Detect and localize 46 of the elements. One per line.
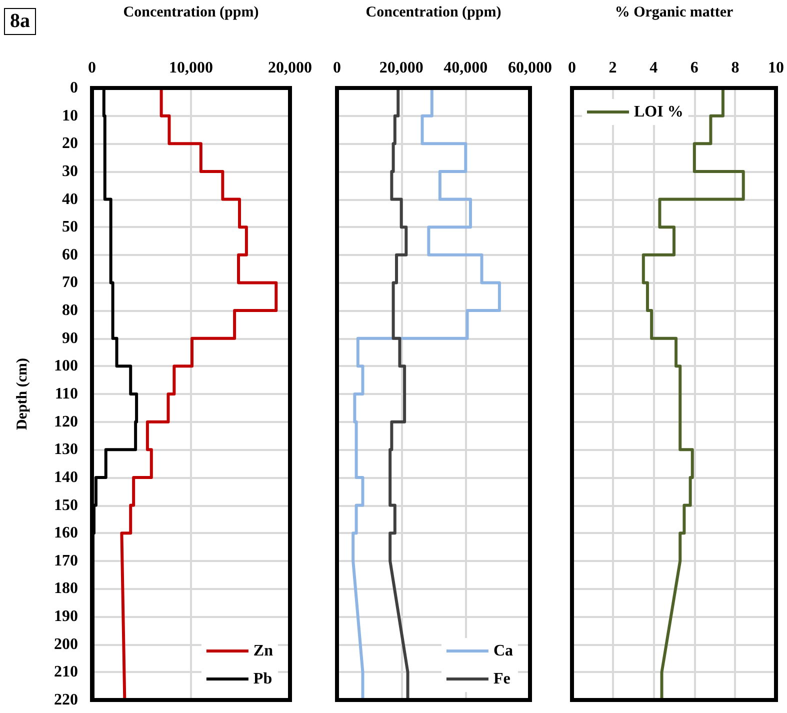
x-tick-label: 10,000 xyxy=(169,60,213,76)
x-tick-label: 60,000 xyxy=(508,60,552,76)
legend-label: Ca xyxy=(493,642,514,660)
x-tick-label: 20,000 xyxy=(268,60,312,76)
x-tick-label: 20,000 xyxy=(379,60,424,76)
legend-label: Zn xyxy=(253,642,274,660)
y-tick-label: 60 xyxy=(62,246,78,264)
y-tick-label: 110 xyxy=(54,386,78,402)
legend-label: LOI % xyxy=(634,104,684,120)
y-tick-label: 220 xyxy=(54,692,78,708)
x-axis-title: Concentration (ppm) xyxy=(123,4,259,20)
legend-label: Fe xyxy=(493,670,510,688)
y-tick-label: 20 xyxy=(62,135,78,152)
x-axis-title: % Organic matter xyxy=(614,4,734,20)
x-tick-label: 2 xyxy=(608,60,617,76)
y-tick-label: 190 xyxy=(54,608,78,626)
y-tick-label: 80 xyxy=(62,302,78,320)
x-axis-title: Concentration (ppm) xyxy=(366,4,502,20)
y-tick-label: 150 xyxy=(54,496,78,514)
text: 8a xyxy=(4,8,36,35)
x-tick-label: 0 xyxy=(333,60,341,76)
y-tick-label: 10 xyxy=(62,107,78,124)
y-axis-title: Depth (cm) xyxy=(14,358,30,430)
y-tick-label: 180 xyxy=(54,580,78,598)
y-tick-label: 170 xyxy=(54,552,78,570)
x-tick-label: 0 xyxy=(88,60,96,76)
y-tick-label: 40 xyxy=(62,190,78,208)
y-tick-label: 140 xyxy=(54,468,78,486)
y-tick-label: 70 xyxy=(62,274,78,292)
x-tick-label: 10 xyxy=(768,60,784,76)
y-tick-label: 160 xyxy=(54,524,78,542)
x-tick-label: 0 xyxy=(568,60,576,76)
x-tick-label: 40,000 xyxy=(444,60,488,76)
legend-label: Pb xyxy=(253,670,272,688)
y-tick-label: 210 xyxy=(54,664,78,681)
y-tick-label: 50 xyxy=(62,218,78,236)
y-tick-label: 120 xyxy=(54,413,78,430)
y-tick-label: 100 xyxy=(54,358,78,375)
y-tick-label: 200 xyxy=(54,636,78,653)
x-tick-label: 4 xyxy=(650,60,658,76)
x-tick-label: 6 xyxy=(690,60,698,76)
y-tick-label: 30 xyxy=(62,162,78,180)
y-tick-label: 130 xyxy=(54,441,78,458)
y-tick-label: 0 xyxy=(70,80,78,96)
y-tick-label: 90 xyxy=(62,330,78,347)
x-tick-label: 8 xyxy=(731,60,740,76)
